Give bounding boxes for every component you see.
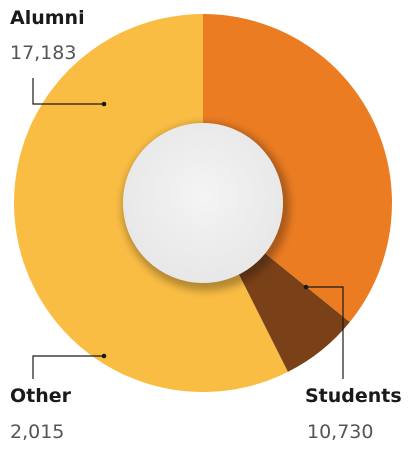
slice-alumni [13,13,288,392]
label-other-name: Other [10,385,72,407]
slice-other [238,253,350,372]
leader-dot-alumni [101,101,107,107]
leader-line-students [306,286,344,379]
leader-line-other [32,355,104,379]
leader-dot-students [303,284,309,290]
slice-students [203,14,393,323]
label-alumni-value: 17,183 [10,42,77,64]
leader-dot-other [101,353,107,359]
label-students-name: Students [305,385,402,407]
label-other-value: 2,015 [10,421,65,443]
donut-hole [123,123,283,283]
leader-line-alumni [32,78,104,105]
label-alumni-name: Alumni [10,7,85,29]
label-students-value: 10,730 [307,421,374,443]
